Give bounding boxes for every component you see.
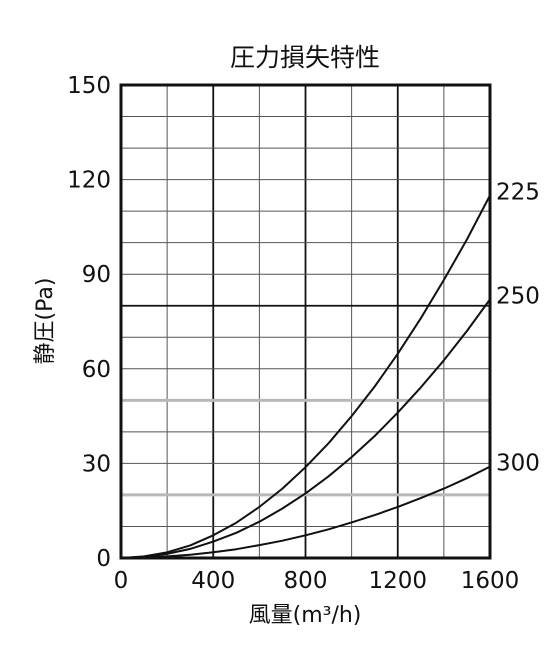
series-line-300 <box>120 465 491 559</box>
grid-layer <box>121 85 490 558</box>
y-tick-label: 30 <box>82 451 111 477</box>
chart-title: 圧力損失特性 <box>230 43 380 72</box>
series-line-225 <box>120 194 491 559</box>
x-tick-label: 400 <box>191 568 235 594</box>
x-tick-label: 1600 <box>461 568 520 594</box>
x-tick-label: 1200 <box>368 568 427 594</box>
y-tick-label: 60 <box>82 357 111 383</box>
x-tick-label: 0 <box>114 568 129 594</box>
y-axis-title: 静圧(Pa) <box>33 278 58 365</box>
series-label-layer: 225 250 300 <box>496 179 540 476</box>
series-line-250 <box>120 298 491 559</box>
tick-label-layer: 0 400 800 1200 1600 0 30 60 90 120 150 <box>67 73 519 594</box>
x-tick-label: 800 <box>284 568 328 594</box>
series-label-225: 225 <box>496 179 540 205</box>
plot-frame <box>119 83 492 560</box>
x-axis-title: 風量(m³/h) <box>249 603 362 628</box>
y-tick-label: 150 <box>67 73 111 99</box>
y-tick-label: 120 <box>67 168 111 194</box>
y-tick-label: 90 <box>82 262 111 288</box>
series-label-250: 250 <box>496 283 540 309</box>
series-layer <box>120 194 491 559</box>
series-label-300: 300 <box>496 451 540 477</box>
y-tick-label: 0 <box>96 546 111 572</box>
